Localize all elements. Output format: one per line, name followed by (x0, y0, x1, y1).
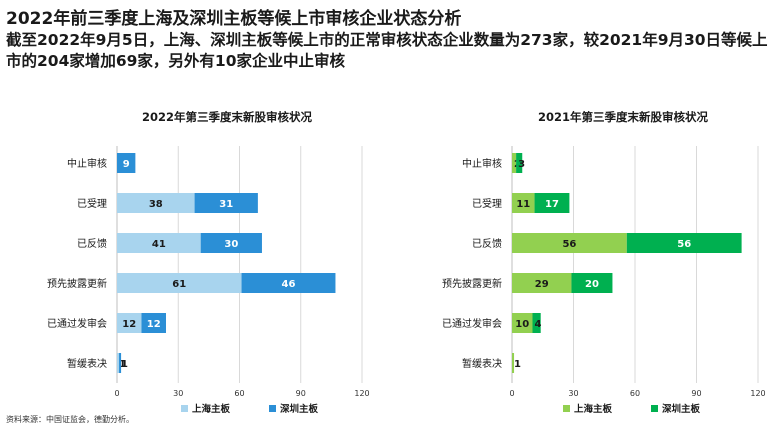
bar-shanghai (117, 273, 242, 293)
data-label: 61 (172, 279, 186, 290)
data-label: 12 (147, 319, 161, 330)
category-label: 已通过发审会 (442, 317, 502, 330)
data-label: 3 (518, 159, 525, 170)
bar-shanghai (512, 233, 627, 253)
data-label: 4 (535, 319, 542, 330)
bar-shanghai (512, 193, 535, 213)
bar-shanghai (117, 353, 120, 373)
legend-label: 上海主板 (574, 403, 613, 415)
bar-shanghai (512, 353, 515, 373)
bar-shenzhen (119, 353, 122, 373)
bar-shanghai (117, 313, 142, 333)
data-label: 38 (149, 199, 163, 210)
legend-swatch (269, 405, 276, 412)
category-label: 已受理 (472, 198, 502, 210)
page-title: 2022年前三季度上海及深圳主板等候上市审核企业状态分析 (6, 9, 462, 29)
legend-swatch (563, 405, 570, 412)
data-label: 1 (119, 359, 126, 370)
chart-svg: 2022年第三季度末新股审核状况 0 30 60 90 120 中止审核 9 已受理 38 31 已反… (47, 110, 370, 415)
data-label: 10 (515, 319, 529, 330)
category-label: 预先披露更新 (442, 277, 502, 290)
data-label: 29 (535, 279, 549, 290)
legend-label: 深圳主板 (280, 403, 319, 415)
bar-shanghai (512, 313, 533, 333)
x-tick-label: 30 (173, 389, 183, 398)
bar-shanghai (512, 273, 572, 293)
data-label: 31 (219, 199, 233, 210)
bar-shenzhen (516, 153, 523, 173)
category-label: 已通过发审会 (47, 317, 107, 330)
data-label: 9 (123, 159, 130, 170)
chart-title: 2022年第三季度末新股审核状况 (142, 110, 313, 124)
bar-shenzhen (534, 193, 570, 213)
data-label: 56 (562, 239, 576, 250)
legend-swatch (181, 405, 188, 412)
page-subtitle: 截至2022年9月5日，上海、深圳主板等候上市的正常审核状态企业数量为273家，… (6, 31, 768, 70)
data-label: 41 (152, 239, 166, 250)
bar-shenzhen (241, 273, 336, 293)
data-label: 46 (282, 279, 296, 290)
chart-2022-q3: 2022年第三季度末新股审核状况 0 30 60 90 120 中止审核 9 已受理 38 31 已反… (0, 108, 395, 418)
x-tick-label: 120 (354, 389, 369, 398)
source-note: 资料来源：中国证监会，德勤分析。 (6, 415, 134, 424)
category-label: 暂缓表决 (67, 357, 107, 370)
bar-shenzhen (200, 233, 262, 253)
data-label: 1 (121, 359, 128, 370)
category-label: 中止审核 (67, 157, 107, 170)
bar-shenzhen (194, 193, 258, 213)
legend-label: 上海主板 (192, 403, 231, 415)
data-label: 17 (545, 199, 559, 210)
category-label: 已受理 (77, 198, 107, 210)
x-tick-label: 30 (568, 389, 578, 398)
data-label: 11 (516, 199, 530, 210)
x-tick-label: 60 (234, 389, 244, 398)
chart-title: 2021年第三季度末新股审核状况 (538, 110, 709, 124)
data-label: 12 (122, 319, 136, 330)
x-tick-label: 0 (509, 389, 514, 398)
data-label: 30 (224, 239, 238, 250)
bar-shenzhen (117, 153, 136, 173)
bar-shanghai (512, 153, 517, 173)
data-label: 20 (585, 279, 599, 290)
chart-2021-q3: 2021年第三季度末新股审核状况0306090120中止审核23已受理1117已… (395, 108, 778, 418)
bar-shenzhen (532, 313, 541, 333)
category-label: 中止审核 (462, 157, 502, 170)
category-label: 预先披露更新 (47, 277, 107, 290)
legend-label: 深圳主板 (662, 403, 701, 415)
x-tick-label: 60 (630, 389, 640, 398)
bar-shenzhen (141, 313, 166, 333)
legend-swatch (651, 405, 658, 412)
category-label: 暂缓表决 (462, 357, 502, 370)
category-label: 已反馈 (472, 237, 502, 250)
bar-shanghai (117, 233, 201, 253)
bar-shanghai (117, 193, 195, 213)
data-label: 56 (677, 239, 691, 250)
x-tick-label: 90 (296, 389, 306, 398)
chart-svg: 2021年第三季度末新股审核状况0306090120中止审核23已受理1117已… (442, 110, 766, 415)
x-tick-label: 0 (114, 389, 119, 398)
x-tick-label: 90 (691, 389, 701, 398)
x-tick-label: 120 (750, 389, 765, 398)
bar-shenzhen (626, 233, 742, 253)
bar-shenzhen (571, 273, 613, 293)
category-label: 已反馈 (77, 237, 107, 250)
data-label: 1 (514, 359, 521, 370)
